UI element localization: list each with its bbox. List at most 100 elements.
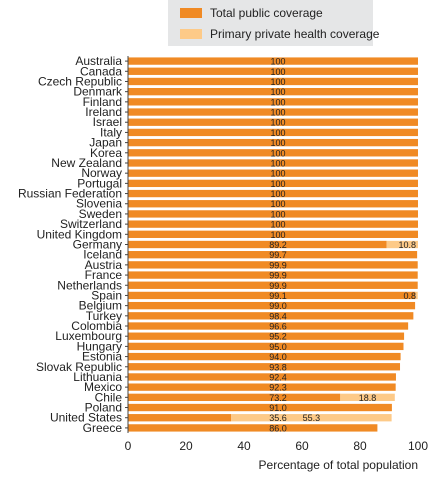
legend-swatch-public [180, 8, 202, 18]
data-label-private: 18.8 [359, 393, 377, 403]
data-label-public: 99.9 [269, 260, 287, 270]
category-label: Portugal [77, 176, 122, 190]
category-label: Korea [90, 146, 122, 160]
data-label-public: 100 [270, 158, 285, 168]
bar-public [128, 189, 418, 198]
bar-public [128, 373, 396, 381]
data-label-public: 100 [270, 97, 285, 107]
data-label-public: 99.9 [269, 271, 287, 281]
category-label: Sweden [79, 207, 122, 221]
data-label-public: 93.8 [269, 362, 287, 372]
data-label-public: 100 [270, 199, 285, 209]
data-label-public: 99.0 [269, 301, 287, 311]
category-label: United Kingdom [37, 227, 122, 241]
bar-public [128, 342, 404, 351]
bar-public [128, 77, 418, 86]
bar-public [128, 424, 378, 432]
x-tick-label: 60 [295, 439, 309, 453]
category-label: Colombia [71, 319, 122, 333]
data-label-public: 98.4 [269, 311, 287, 321]
bar-public [128, 251, 418, 259]
category-label: Czech Republic [38, 74, 122, 88]
data-label-public: 100 [270, 220, 285, 230]
category-label: Luxembourg [55, 329, 122, 343]
data-label-public: 100 [270, 189, 285, 199]
bar-public [128, 312, 414, 320]
category-label: Germany [73, 238, 122, 252]
legend: Total public coverage Primary private he… [168, 0, 379, 46]
bar-public [128, 352, 401, 361]
data-label-public: 99.7 [269, 250, 287, 260]
bar-public [128, 57, 418, 65]
category-label: Canada [80, 64, 122, 78]
category-label: Japan [89, 136, 122, 150]
category-label: Greece [83, 421, 123, 435]
bar-public [128, 291, 416, 300]
category-label: Estonia [82, 350, 122, 364]
data-label-public: 100 [270, 169, 285, 179]
bar-public [128, 200, 418, 208]
bar-public [128, 98, 418, 106]
data-label-public: 94.0 [269, 352, 287, 362]
bar-public [128, 403, 392, 412]
x-tick-label: 20 [179, 439, 193, 453]
data-label-public: 99.9 [269, 281, 287, 291]
x-tick-label: 40 [237, 439, 251, 453]
category-label: Israel [93, 115, 122, 129]
data-label-public: 100 [270, 230, 285, 240]
data-label-public: 100 [270, 148, 285, 158]
data-label-public: 95.0 [269, 342, 287, 352]
data-label-public: 100 [270, 77, 285, 87]
bar-public [128, 322, 409, 330]
category-label: Ireland [85, 105, 122, 119]
data-label-public: 99.1 [269, 291, 287, 301]
bar-public [128, 393, 341, 402]
category-label: Chile [95, 390, 123, 404]
data-label-public: 92.4 [269, 372, 287, 382]
category-label: Netherlands [57, 278, 122, 292]
data-label-public: 89.2 [269, 240, 287, 250]
data-label-public: 100 [270, 128, 285, 138]
bar-private [340, 393, 395, 402]
legend-label-private: Primary private health coverage [210, 27, 380, 41]
x-tick-label: 80 [353, 439, 367, 453]
data-label-public: 73.2 [269, 393, 287, 403]
bar-private [386, 240, 418, 249]
legend-label-public: Total public coverage [210, 6, 323, 20]
bar-public [128, 149, 418, 157]
category-label: Norway [81, 166, 122, 180]
category-label: Hungary [77, 339, 122, 353]
bar-private [415, 291, 418, 300]
category-label: Switzerland [60, 217, 122, 231]
category-label: Poland [85, 401, 122, 415]
data-label-public: 100 [270, 209, 285, 219]
category-label: France [85, 268, 123, 282]
category-label: Finland [83, 95, 122, 109]
data-label-private: 10.8 [398, 240, 416, 250]
bar-public [128, 210, 418, 218]
data-label-public: 100 [270, 57, 285, 67]
bar-public [128, 159, 418, 167]
category-label: Slovenia [76, 197, 122, 211]
category-label: Australia [75, 54, 122, 68]
category-label: Iceland [83, 248, 122, 262]
category-label: Turkey [86, 309, 122, 323]
category-label: Spain [91, 288, 122, 302]
x-axis-label: Percentage of total population [259, 458, 418, 472]
data-label-public: 100 [270, 67, 285, 77]
data-label-public: 91.0 [269, 403, 287, 413]
category-label: Lithuania [73, 370, 122, 384]
x-tick-label: 0 [125, 439, 132, 453]
bar-private [231, 414, 392, 422]
bar-public [128, 332, 405, 340]
category-label: Slovak Republic [36, 360, 122, 374]
category-label: United States [50, 411, 122, 425]
data-label-public: 100 [270, 87, 285, 97]
bar-public [128, 220, 418, 228]
data-label-public: 100 [270, 179, 285, 189]
bar-public [128, 169, 418, 177]
legend-swatch-private [180, 29, 202, 39]
bar-public [128, 261, 418, 269]
bar-public [128, 67, 418, 75]
